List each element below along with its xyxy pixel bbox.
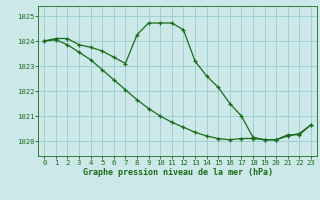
X-axis label: Graphe pression niveau de la mer (hPa): Graphe pression niveau de la mer (hPa) — [83, 168, 273, 177]
